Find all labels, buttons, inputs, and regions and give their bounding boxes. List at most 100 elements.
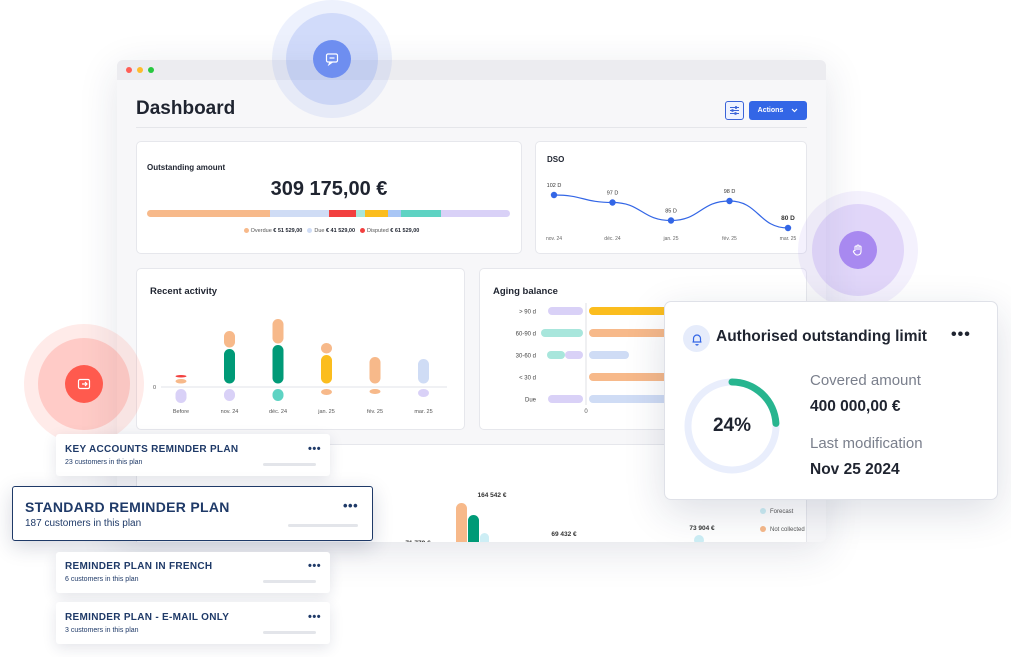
breakdown-segment — [364, 210, 389, 217]
plan-progress-line — [263, 463, 316, 466]
filter-button[interactable] — [725, 101, 744, 120]
window-titlebar — [117, 60, 826, 80]
dso-x-tick: jan. 25 — [662, 236, 678, 242]
aging-bar-segment — [548, 307, 583, 315]
covered-amount-value: 400 000,00 € — [810, 398, 901, 415]
dso-card: DSO 102 D nov. 24 97 D déc. 24 85 D jan. 25 98… — [535, 141, 807, 254]
plan-progress-line — [263, 631, 316, 634]
legend-swatch — [360, 228, 366, 234]
dso-data-label: 102 D — [547, 183, 562, 189]
hand-icon — [852, 244, 862, 256]
legend-value: € 61 529,00 — [390, 228, 420, 234]
plan-more-button[interactable]: ••• — [308, 611, 322, 623]
activity-y-tick: 0 — [153, 385, 156, 391]
legend-item: Overdue € 51 529,00 — [239, 228, 303, 234]
cashflow-bar — [480, 533, 489, 542]
aging-bar-segment — [565, 351, 583, 359]
plan-name: REMINDER PLAN IN FRENCH — [65, 561, 213, 572]
bell-icon — [692, 333, 701, 346]
aging-bar-segment — [589, 307, 669, 315]
cashflow-chart: 164 542 € 69 432 € 73 904 € 71 779 € Forecas… — [405, 492, 805, 542]
popup-more-button[interactable]: ••• — [951, 326, 971, 343]
aging-category-label: 30-60 d — [516, 354, 536, 360]
chat-halo-button[interactable] — [313, 40, 351, 78]
breakdown-segment — [388, 210, 402, 217]
recent-activity-chart: 0 Before nov. 24 déc. 24 jan. 25 fév. 25 mar. … — [153, 319, 447, 415]
hand-halo-button[interactable] — [839, 231, 877, 269]
legend-label: Disputed — [367, 228, 391, 234]
legend-swatch — [243, 228, 249, 234]
aging-balance-chart: 0 > 90 d 60-90 d 30-60 d < 30 d Due — [516, 303, 669, 415]
plan-more-button[interactable]: ••• — [308, 560, 322, 572]
activity-bar-segment — [321, 343, 332, 354]
activity-x-tick: fév. 25 — [367, 409, 383, 415]
dso-line-chart: 102 D nov. 24 97 D déc. 24 85 D jan. 25 98 D fé… — [546, 183, 797, 242]
plan-card-standard[interactable]: STANDARD REMINDER PLAN 187 customers in … — [12, 486, 373, 541]
activity-bar-segment — [321, 355, 332, 384]
breakdown-segment — [147, 210, 271, 217]
plan-customer-count: 187 customers in this plan — [25, 518, 142, 529]
outstanding-title: Outstanding amount — [147, 163, 226, 172]
plan-card-key-accounts[interactable]: KEY ACCOUNTS REMINDER PLAN 23 customers … — [56, 434, 330, 476]
coverage-percent: 24% — [712, 415, 752, 436]
activity-bar-segment — [321, 389, 332, 395]
legend-value: € 41 529,00 — [325, 228, 356, 234]
last-modification-label: Last modification — [810, 435, 923, 452]
plan-customer-count: 3 customers in this plan — [65, 627, 139, 634]
close-window-button[interactable] — [126, 67, 132, 73]
coverage-donut — [684, 378, 780, 474]
authorised-limit-popup: Authorised outstanding limit ••• 24% Cov… — [664, 301, 998, 500]
plan-progress-line — [263, 580, 316, 583]
maximize-window-button[interactable] — [148, 67, 154, 73]
dso-data-label: 80 D — [781, 215, 795, 222]
actions-button[interactable]: Actions — [749, 101, 807, 120]
popup-icon-badge — [683, 325, 710, 352]
aging-x-tick: 0 — [584, 409, 588, 415]
plan-card-email-only[interactable]: REMINDER PLAN - E-MAIL ONLY 3 customers … — [56, 602, 330, 644]
outstanding-legend: Overdue € 51 529,00 Due € 41 529,00 Disput… — [137, 228, 521, 234]
plan-progress-line — [288, 524, 358, 527]
covered-amount-label: Covered amount — [810, 372, 921, 389]
cashflow-legend-swatch — [760, 508, 766, 514]
aging-bar-segment — [589, 351, 629, 359]
aging-bar-segment — [541, 329, 583, 337]
cashflow-data-label: 164 542 € — [478, 492, 507, 499]
cashflow-point — [694, 535, 704, 542]
dso-x-tick: déc. 24 — [604, 236, 621, 242]
minimize-window-button[interactable] — [137, 67, 143, 73]
legend-item: Due € 41 529,00 — [302, 228, 355, 234]
cashflow-data-label: 71 779 € — [405, 540, 431, 542]
breakdown-segment — [355, 210, 365, 217]
plan-more-button[interactable]: ••• — [343, 498, 359, 513]
breakdown-segment — [441, 210, 510, 217]
aging-bar-segment — [589, 395, 669, 403]
aging-category-label: Due — [525, 398, 537, 404]
dso-x-tick: nov. 24 — [546, 236, 562, 242]
cashflow-data-label: 73 904 € — [689, 525, 715, 532]
activity-bar-segment — [272, 389, 284, 401]
activity-x-tick: jan. 25 — [317, 409, 335, 415]
dso-point — [609, 199, 616, 206]
breakdown-segment — [328, 210, 356, 217]
plan-more-button[interactable]: ••• — [308, 443, 322, 455]
cashflow-legend-swatch — [760, 526, 766, 532]
activity-bar-segment — [272, 345, 284, 384]
recent-activity-card: Recent activity 0 Before nov. 24 déc. 24 jan… — [136, 268, 465, 430]
activity-bar-segment — [418, 389, 429, 397]
aging-category-label: > 90 d — [519, 310, 536, 316]
outstanding-breakdown-bar — [147, 210, 510, 217]
aging-bar-segment — [589, 329, 669, 337]
activity-bar-segment — [418, 359, 429, 384]
plan-card-french[interactable]: REMINDER PLAN IN FRENCH 6 customers in t… — [56, 552, 330, 593]
chat-bubble-icon — [325, 53, 339, 66]
chevron-down-icon — [791, 108, 798, 113]
legend-value: € 51 529,00 — [273, 228, 303, 234]
outstanding-amount: 309 175,00 € — [270, 178, 388, 200]
page-title: Dashboard — [136, 98, 236, 119]
send-halo-button[interactable] — [65, 365, 103, 403]
dso-x-tick: fév. 25 — [722, 236, 737, 242]
dso-point — [667, 217, 675, 224]
legend-swatch — [307, 228, 313, 234]
dso-data-label: 98 D — [724, 189, 736, 195]
aging-balance-title: Aging balance — [493, 286, 558, 297]
